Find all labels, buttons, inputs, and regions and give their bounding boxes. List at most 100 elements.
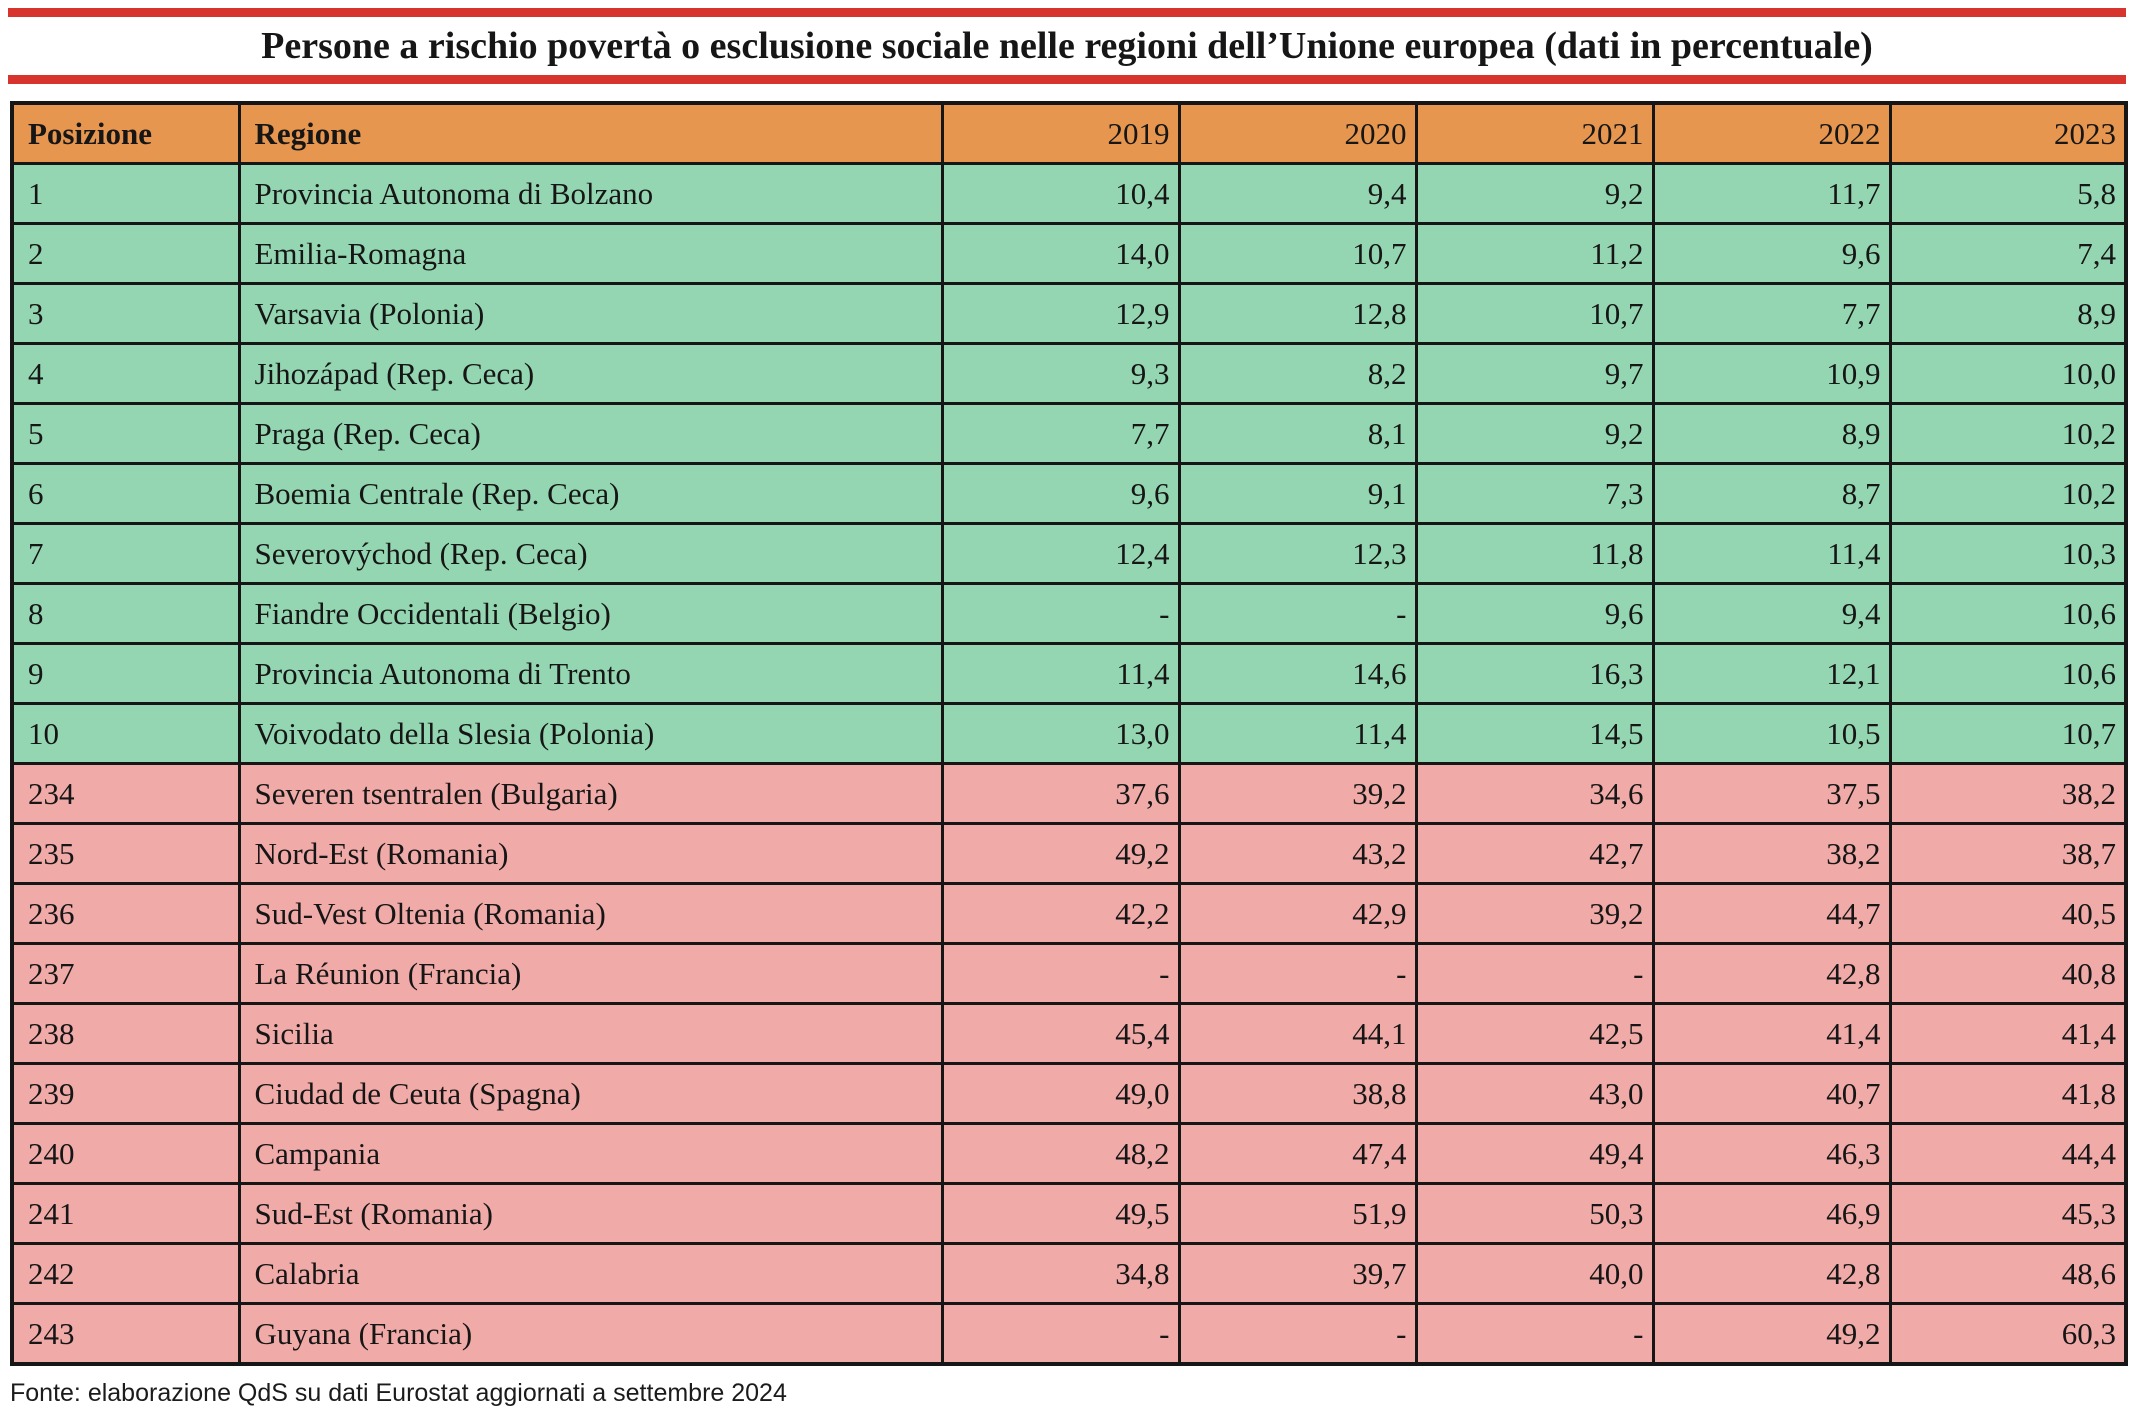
header-year-2022: 2022	[1651, 101, 1892, 165]
value-cell-2020: 39,7	[1177, 1242, 1418, 1305]
region-cell: Guyana (Francia)	[237, 1302, 944, 1366]
value-cell-2022: 11,7	[1651, 162, 1892, 225]
value-cell-2023: 10,6	[1888, 642, 2128, 705]
value-cell-2020: 11,4	[1177, 702, 1418, 765]
table-row: 5 Praga (Rep. Ceca) 7,7 8,1 9,2 8,9 10,2	[10, 402, 2128, 465]
table-row: 2 Emilia-Romagna 14,0 10,7 11,2 9,6 7,4	[10, 222, 2128, 285]
position-cell: 10	[10, 702, 241, 765]
value-cell-2023: 5,8	[1888, 162, 2128, 225]
region-cell: Fiandre Occidentali (Belgio)	[237, 582, 944, 645]
value-cell-2023: 10,6	[1888, 582, 2128, 645]
value-cell-2019: 48,2	[940, 1122, 1181, 1185]
region-cell: Sicilia	[237, 1002, 944, 1065]
position-cell: 2	[10, 222, 241, 285]
value-cell-2019: 13,0	[940, 702, 1181, 765]
value-cell-2021: 14,5	[1414, 702, 1655, 765]
title-rule-bottom	[8, 75, 2126, 84]
value-cell-2020: 8,1	[1177, 402, 1418, 465]
value-cell-2023: 10,7	[1888, 702, 2128, 765]
value-cell-2019: 9,6	[940, 462, 1181, 525]
value-cell-2021: 50,3	[1414, 1182, 1655, 1245]
header-year-2020: 2020	[1177, 101, 1418, 165]
value-cell-2021: 9,7	[1414, 342, 1655, 405]
value-cell-2022: 8,7	[1651, 462, 1892, 525]
value-cell-2021: 9,6	[1414, 582, 1655, 645]
table-row: 3 Varsavia (Polonia) 12,9 12,8 10,7 7,7 8,9	[10, 282, 2128, 345]
value-cell-2023: 44,4	[1888, 1122, 2128, 1185]
region-cell: Ciudad de Ceuta (Spagna)	[237, 1062, 944, 1125]
region-cell: Varsavia (Polonia)	[237, 282, 944, 345]
value-cell-2022: 10,9	[1651, 342, 1892, 405]
table-row: 9 Provincia Autonoma di Trento 11,4 14,6 16,…	[10, 642, 2128, 705]
position-cell: 8	[10, 582, 241, 645]
value-cell-2022: 49,2	[1651, 1302, 1892, 1366]
value-cell-2020: -	[1177, 942, 1418, 1005]
table-row: 238 Sicilia 45,4 44,1 42,5 41,4 41,4	[10, 1002, 2128, 1065]
value-cell-2022: 41,4	[1651, 1002, 1892, 1065]
value-cell-2021: 11,8	[1414, 522, 1655, 585]
value-cell-2019: 34,8	[940, 1242, 1181, 1305]
value-cell-2020: 9,1	[1177, 462, 1418, 525]
value-cell-2021: 42,5	[1414, 1002, 1655, 1065]
table-row: 235 Nord-Est (Romania) 49,2 43,2 42,7 38,2 38,…	[10, 822, 2128, 885]
position-cell: 7	[10, 522, 241, 585]
value-cell-2019: 12,4	[940, 522, 1181, 585]
value-cell-2020: 8,2	[1177, 342, 1418, 405]
value-cell-2023: 60,3	[1888, 1302, 2128, 1366]
region-cell: Jihozápad (Rep. Ceca)	[237, 342, 944, 405]
position-cell: 235	[10, 822, 241, 885]
region-cell: Sud-Est (Romania)	[237, 1182, 944, 1245]
value-cell-2020: -	[1177, 582, 1418, 645]
table-row: 240 Campania 48,2 47,4 49,4 46,3 44,4	[10, 1122, 2128, 1185]
value-cell-2021: -	[1414, 1302, 1655, 1366]
value-cell-2022: 9,6	[1651, 222, 1892, 285]
value-cell-2021: 40,0	[1414, 1242, 1655, 1305]
value-cell-2019: 11,4	[940, 642, 1181, 705]
page-title: Persone a rischio povertà o esclusione s…	[261, 25, 1873, 67]
region-cell: Provincia Autonoma di Trento	[237, 642, 944, 705]
value-cell-2021: 39,2	[1414, 882, 1655, 945]
table-row: 1 Provincia Autonoma di Bolzano 10,4 9,4 9,2…	[10, 162, 2128, 225]
position-cell: 238	[10, 1002, 241, 1065]
value-cell-2019: -	[940, 1302, 1181, 1366]
value-cell-2022: 42,8	[1651, 1242, 1892, 1305]
table-row: 234 Severen tsentralen (Bulgaria) 37,6 39,2…	[10, 762, 2128, 825]
value-cell-2019: -	[940, 582, 1181, 645]
value-cell-2020: 42,9	[1177, 882, 1418, 945]
value-cell-2022: 40,7	[1651, 1062, 1892, 1125]
value-cell-2020: 51,9	[1177, 1182, 1418, 1245]
position-cell: 4	[10, 342, 241, 405]
value-cell-2019: 12,9	[940, 282, 1181, 345]
value-cell-2020: 38,8	[1177, 1062, 1418, 1125]
value-cell-2020: 44,1	[1177, 1002, 1418, 1065]
position-cell: 5	[10, 402, 241, 465]
region-cell: Boemia Centrale (Rep. Ceca)	[237, 462, 944, 525]
value-cell-2019: -	[940, 942, 1181, 1005]
value-cell-2021: 34,6	[1414, 762, 1655, 825]
value-cell-2022: 42,8	[1651, 942, 1892, 1005]
value-cell-2020: -	[1177, 1302, 1418, 1366]
table-row: 241 Sud-Est (Romania) 49,5 51,9 50,3 46,9 45,3	[10, 1182, 2128, 1245]
value-cell-2020: 14,6	[1177, 642, 1418, 705]
table-row: 7 Severovýchod (Rep. Ceca) 12,4 12,3 11,8 11,…	[10, 522, 2128, 585]
region-cell: Nord-Est (Romania)	[237, 822, 944, 885]
value-cell-2023: 10,3	[1888, 522, 2128, 585]
value-cell-2023: 8,9	[1888, 282, 2128, 345]
value-cell-2021: -	[1414, 942, 1655, 1005]
value-cell-2023: 40,5	[1888, 882, 2128, 945]
header-year-2021: 2021	[1414, 101, 1655, 165]
region-cell: Calabria	[237, 1242, 944, 1305]
table-row: 4 Jihozápad (Rep. Ceca) 9,3 8,2 9,7 10,9 10,0	[10, 342, 2128, 405]
value-cell-2019: 10,4	[940, 162, 1181, 225]
value-cell-2022: 44,7	[1651, 882, 1892, 945]
table-body: 1 Provincia Autonoma di Bolzano 10,4 9,4 9,2…	[10, 162, 2128, 1366]
title-rule-top	[8, 8, 2126, 17]
value-cell-2019: 42,2	[940, 882, 1181, 945]
region-cell: Severovýchod (Rep. Ceca)	[237, 522, 944, 585]
value-cell-2022: 46,3	[1651, 1122, 1892, 1185]
value-cell-2020: 10,7	[1177, 222, 1418, 285]
table-row: 237 La Réunion (Francia) - - -42,8 40,8	[10, 942, 2128, 1005]
value-cell-2023: 40,8	[1888, 942, 2128, 1005]
value-cell-2022: 46,9	[1651, 1182, 1892, 1245]
position-cell: 243	[10, 1302, 241, 1366]
